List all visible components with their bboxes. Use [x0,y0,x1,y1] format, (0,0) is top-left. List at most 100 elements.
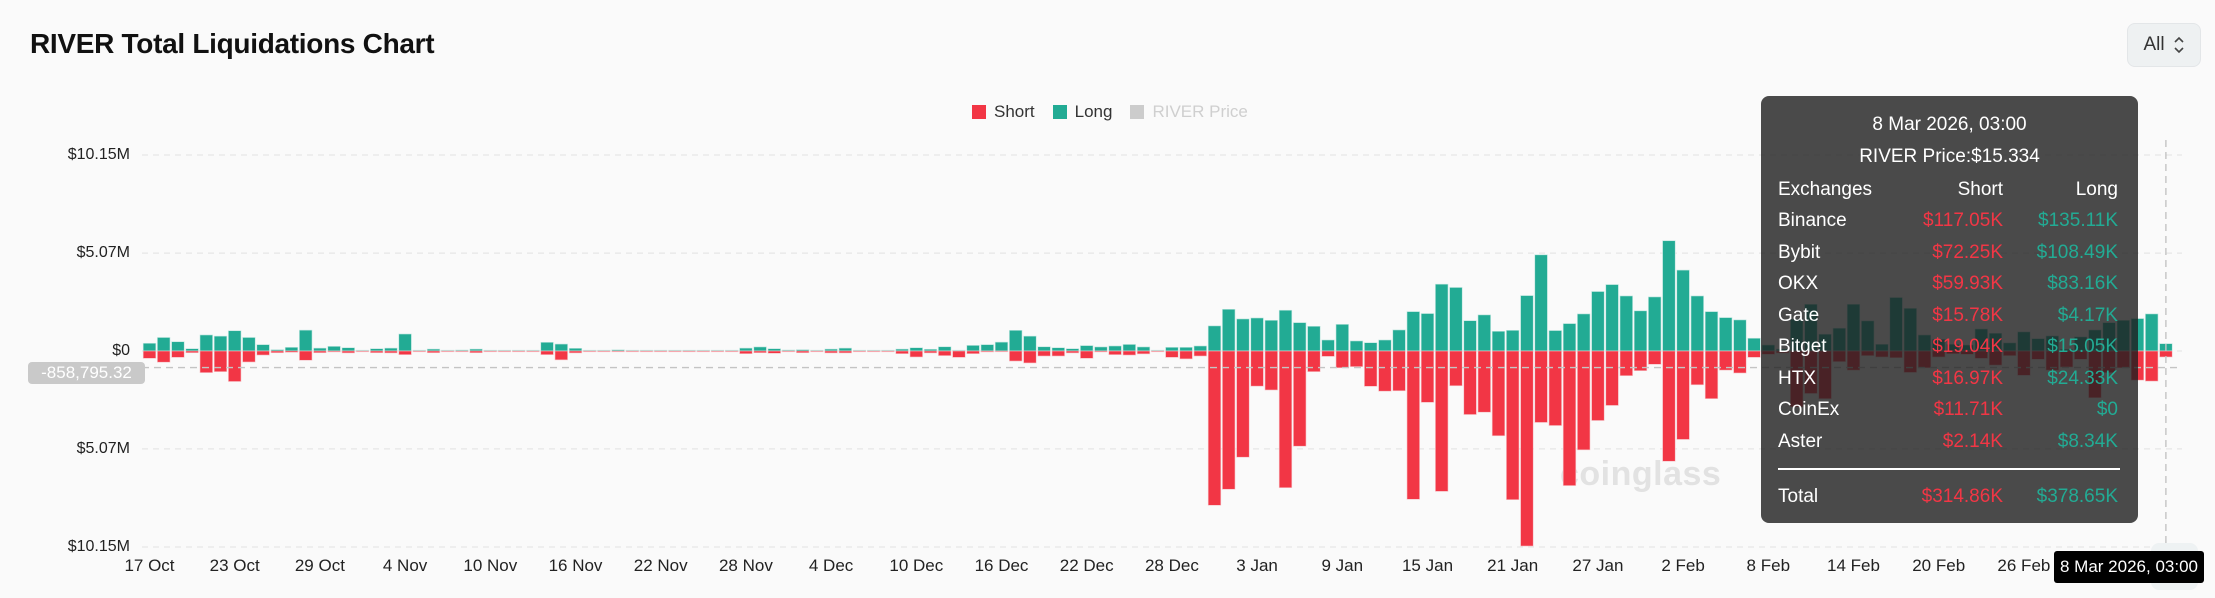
tooltip-row-htx: HTX $16.97K $24.33K [1778,368,2118,392]
long-bar [1094,346,1108,352]
tooltip-date: 8 Mar 2026, 03:00 [1872,114,2027,135]
long-bar [2145,313,2159,352]
long-bar [213,335,228,352]
long-bar [1520,295,1534,352]
short-bar [1435,350,1449,492]
long-bar [1378,339,1392,352]
tooltip-exchange-name: Gate [1778,304,1820,326]
short-bar [1023,350,1037,364]
y-tick-label: $10.15M [67,538,130,555]
short-bar [739,350,753,355]
x-tick-label: 16 Nov [548,556,603,575]
long-bar [1449,287,1463,352]
tooltip-long-value: $8.34K [2057,430,2118,452]
short-bar [1307,350,1321,372]
short-bar [952,350,966,358]
tooltip-long-value: $135.11K [2038,210,2118,231]
legend-swatch-short [972,105,986,119]
short-bar [1080,350,1094,359]
long-bar [1264,319,1278,352]
short-bar [1250,350,1264,387]
short-bar [469,350,483,354]
short-bar [512,350,526,353]
short-bar [696,350,710,353]
tooltip-total-long: $378.65K [2036,486,2118,507]
long-bar [1321,339,1335,352]
long-bar [242,337,256,352]
short-bar [1193,350,1207,357]
short-bar [1534,350,1548,423]
short-bar [341,350,355,354]
long-bar [157,337,171,352]
x-tick-label: 26 Feb [1997,556,2051,575]
range-select[interactable]: All [2127,23,2201,67]
short-bar [1335,350,1349,369]
short-bar [242,350,256,363]
long-bar [994,341,1009,352]
short-bar [2145,350,2159,382]
long-bar [398,333,412,352]
tooltip-header-long: Long [2075,179,2118,200]
short-bar [1420,350,1435,403]
x-tick-label: 28 Nov [718,556,773,575]
tooltip-row-aster: Aster $2.14K $8.34K [1778,431,2118,455]
short-bar [426,350,441,354]
short-bar [654,350,668,353]
long-bar [739,347,753,352]
short-bar [1605,350,1619,406]
x-tick-label: 14 Feb [1827,556,1880,575]
short-bar [966,350,980,355]
tooltip-total-label: Total [1778,486,1819,507]
short-bar [753,350,767,354]
tooltip-short-value: $16.97K [1932,367,2003,389]
short-bar [1506,350,1520,500]
short-bar [583,350,597,353]
tooltip-exchange-name: OKX [1778,273,1819,294]
x-tick-label: 17 Oct [124,556,175,575]
long-bar [1491,331,1506,352]
short-bar [384,350,398,354]
short-bar [1449,350,1463,387]
long-bar [1222,308,1236,352]
legend-label: RIVER Price [1152,102,1248,121]
short-bar [157,350,171,363]
short-bar [895,350,909,355]
x-tick-label: 29 Oct [294,556,345,575]
legend-item-price[interactable]: RIVER Price [1130,102,1248,122]
long-bar [1577,313,1591,352]
long-bar [1349,340,1364,352]
short-bar [923,350,938,354]
x-tick-label: 22 Dec [1059,556,1114,575]
short-bar [540,350,554,355]
short-bar [1009,350,1023,362]
tooltip-total-short: $314.86K [1921,486,2003,507]
long-bar [199,334,213,352]
tooltip-row-bitget: Bitget $19.04K $15.05K [1778,336,2118,360]
short-bar [1122,350,1136,356]
x-tick-label: 8 Feb [1746,556,1791,575]
long-bar [980,344,994,352]
legend-item-long[interactable]: Long [1052,102,1112,122]
long-bar [540,342,554,352]
short-bar [668,350,682,353]
short-bar [1591,350,1605,421]
long-bar [1165,347,1179,352]
legend-item-short[interactable]: Short [972,102,1035,122]
long-bar [1207,325,1222,352]
short-bar [852,350,867,353]
long-bar [1648,296,1662,352]
y-tick-label: $5.07M [76,244,130,262]
short-bar [1207,350,1222,506]
long-bar [142,342,157,352]
short-bar [682,350,696,353]
short-bar [824,350,838,354]
short-bar [611,350,625,353]
long-bar [1250,317,1264,352]
tooltip-short-value: $15.78K [1932,304,2003,326]
short-bar [710,350,725,353]
tooltip-exchange-name: CoinEx [1778,399,1840,420]
long-bar [370,348,384,352]
x-tick-label: 28 Dec [1144,556,1199,575]
short-bar [1648,350,1662,365]
short-bar [313,350,327,354]
